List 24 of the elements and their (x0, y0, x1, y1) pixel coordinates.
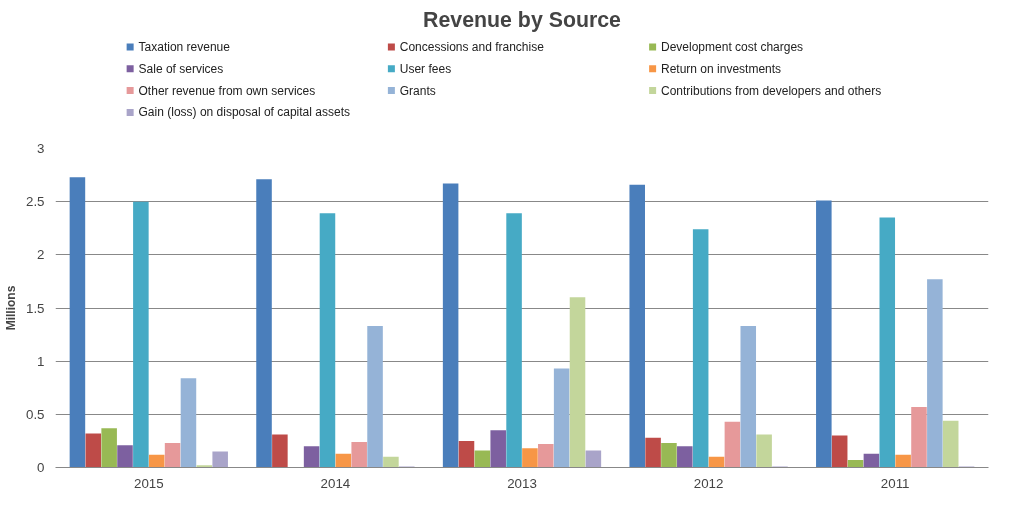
y-tick-label: 0 (37, 460, 45, 475)
legend-label: Taxation revenue (138, 39, 231, 54)
x-tick-label: 2013 (507, 475, 537, 491)
y-axis-title: Millions (3, 285, 18, 331)
x-tick-label: 2011 (880, 475, 910, 491)
y-tick-label: 0.5 (25, 406, 45, 422)
y-tick-label: 2 (37, 247, 45, 263)
y-tick-label: 1.5 (25, 300, 45, 316)
legend-label: Concessions and franchise (399, 39, 545, 54)
x-tick-label: 2015 (133, 475, 164, 491)
legend-label: Grants (399, 83, 436, 98)
legend-label: Contributions from developers and others (661, 83, 882, 98)
chart-title: Revenue by Source (423, 7, 622, 32)
y-tick-label: 3 (37, 141, 45, 156)
y-tick-label: 1 (37, 353, 45, 369)
legend-label: Return on investments (661, 61, 782, 76)
x-tick-label: 2014 (320, 475, 351, 491)
y-tick-label: 2.5 (25, 194, 45, 210)
legend-label: Other revenue from own services (138, 83, 316, 98)
legend-label: Development cost charges (661, 39, 804, 54)
legend-label: User fees (399, 61, 452, 76)
legend-label: Sale of services (138, 61, 224, 76)
x-tick-label: 2012 (693, 475, 724, 491)
legend-label: Gain (loss) on disposal of capital assets (138, 105, 350, 120)
